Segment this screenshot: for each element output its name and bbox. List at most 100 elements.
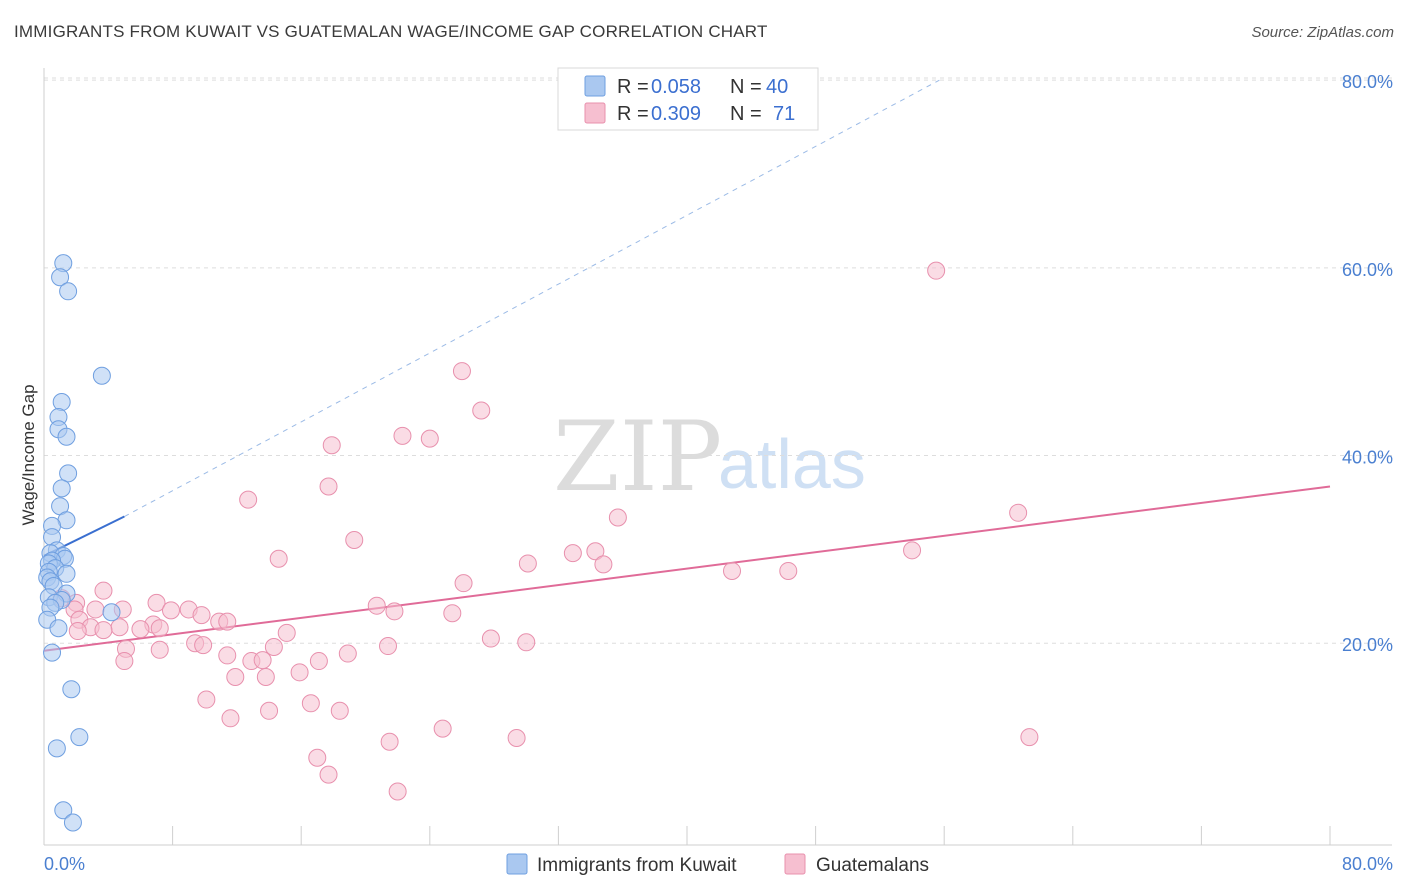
y-tick-label: 60.0% [1342,260,1393,280]
point-guatemalans [269,549,288,568]
point-guatemalans [388,782,407,801]
legend-n-value-kuwait: 40 [766,76,788,98]
point-kuwait [51,268,70,287]
legend-r-label-kuwait: R = [617,76,649,98]
point-guatemalans [385,602,404,621]
bottom-legend-label-guatemalans: Guatemalans [816,855,929,876]
point-guatemalans [150,619,169,638]
point-guatemalans [586,542,605,561]
point-guatemalans [309,652,328,671]
gridlines [44,77,1392,644]
point-guatemalans [723,561,742,580]
legend-n-label-guatemalans: N = [730,103,762,125]
point-kuwait [49,619,68,638]
point-guatemalans [517,633,536,652]
bottom-legend-swatch-kuwait [506,853,528,875]
legend-swatch-guatemalans [584,102,606,124]
point-guatemalans [131,620,150,639]
point-guatemalans [308,748,327,767]
legend-n-value-guatemalans: 71 [773,103,795,125]
y-tick-label: 20.0% [1342,635,1393,655]
y-tick-label: 40.0% [1342,448,1393,468]
x-tick-label: 0.0% [44,854,85,874]
point-guatemalans [330,701,349,720]
point-guatemalans [927,261,946,280]
watermark-atlas: atlas [718,425,866,503]
point-guatemalans [393,426,412,445]
legend-swatch-kuwait [584,75,606,97]
point-kuwait [43,643,62,662]
point-guatemalans [563,544,582,563]
chart-title: IMMIGRANTS FROM KUWAIT VS GUATEMALAN WAG… [14,22,768,41]
point-guatemalans [218,612,237,631]
point-guatemalans [319,477,338,496]
point-guatemalans [367,596,386,615]
point-guatemalans [86,600,105,619]
point-guatemalans [290,663,309,682]
x-tick-label: 80.0% [1342,854,1393,874]
point-guatemalans [277,623,296,642]
point-guatemalans [594,555,613,574]
axes [43,68,1392,846]
point-guatemalans [221,709,240,728]
stats-legend: R = 0.058 N = 40 R = 0.309 N = 71 [557,67,819,131]
legend-r-label-guatemalans: R = [617,103,649,125]
point-guatemalans [454,574,473,593]
point-kuwait [59,464,78,483]
tick-labels: 20.0% 40.0% 60.0% 80.0% 0.0% 80.0% [44,72,1393,874]
point-guatemalans [1020,728,1039,747]
point-guatemalans [192,606,211,625]
point-guatemalans [147,593,166,612]
point-kuwait [102,603,121,622]
point-guatemalans [1009,503,1028,522]
point-guatemalans [507,729,526,748]
trend-lines [43,79,1331,652]
point-guatemalans [253,651,272,670]
watermark-zip: ZIP [553,401,722,513]
legend-r-value-guatemalans: 0.309 [651,103,701,125]
series-legend: Immigrants from Kuwait Guatemalans [506,853,929,876]
bottom-legend-swatch-guatemalans [784,853,806,875]
data-points [38,254,1039,832]
point-kuwait [57,564,76,583]
point-guatemalans [345,531,364,549]
point-guatemalans [903,541,922,560]
point-guatemalans [433,719,452,738]
point-guatemalans [301,694,320,713]
point-guatemalans [420,429,439,448]
bottom-legend-label-kuwait: Immigrants from Kuwait [537,855,737,876]
point-kuwait [63,813,82,832]
point-guatemalans [518,554,537,573]
trend-line-guatemalans [43,485,1331,652]
point-guatemalans [197,690,216,709]
point-kuwait [62,680,81,699]
point-guatemalans [256,668,275,687]
point-guatemalans [226,668,245,687]
point-guatemalans [110,618,129,637]
point-guatemalans [194,636,213,655]
point-guatemalans [260,701,279,720]
point-kuwait [57,427,76,446]
point-kuwait [47,739,66,758]
point-guatemalans [380,732,399,751]
point-guatemalans [472,401,491,420]
point-guatemalans [150,640,169,659]
point-kuwait [52,393,71,412]
point-kuwait [70,728,89,747]
legend-r-value-kuwait: 0.058 [651,76,701,98]
point-guatemalans [379,637,398,656]
point-guatemalans [319,765,338,784]
point-guatemalans [161,601,180,620]
point-guatemalans [264,637,283,656]
point-guatemalans [94,581,113,600]
point-guatemalans [94,621,113,640]
source-credit: Source: ZipAtlas.com [1251,24,1394,41]
watermark: ZIP atlas [553,401,866,513]
point-guatemalans [443,604,462,623]
point-guatemalans [115,652,134,671]
point-kuwait [92,366,111,385]
point-guatemalans [68,622,87,641]
point-guatemalans [481,629,500,648]
point-guatemalans [322,436,341,455]
